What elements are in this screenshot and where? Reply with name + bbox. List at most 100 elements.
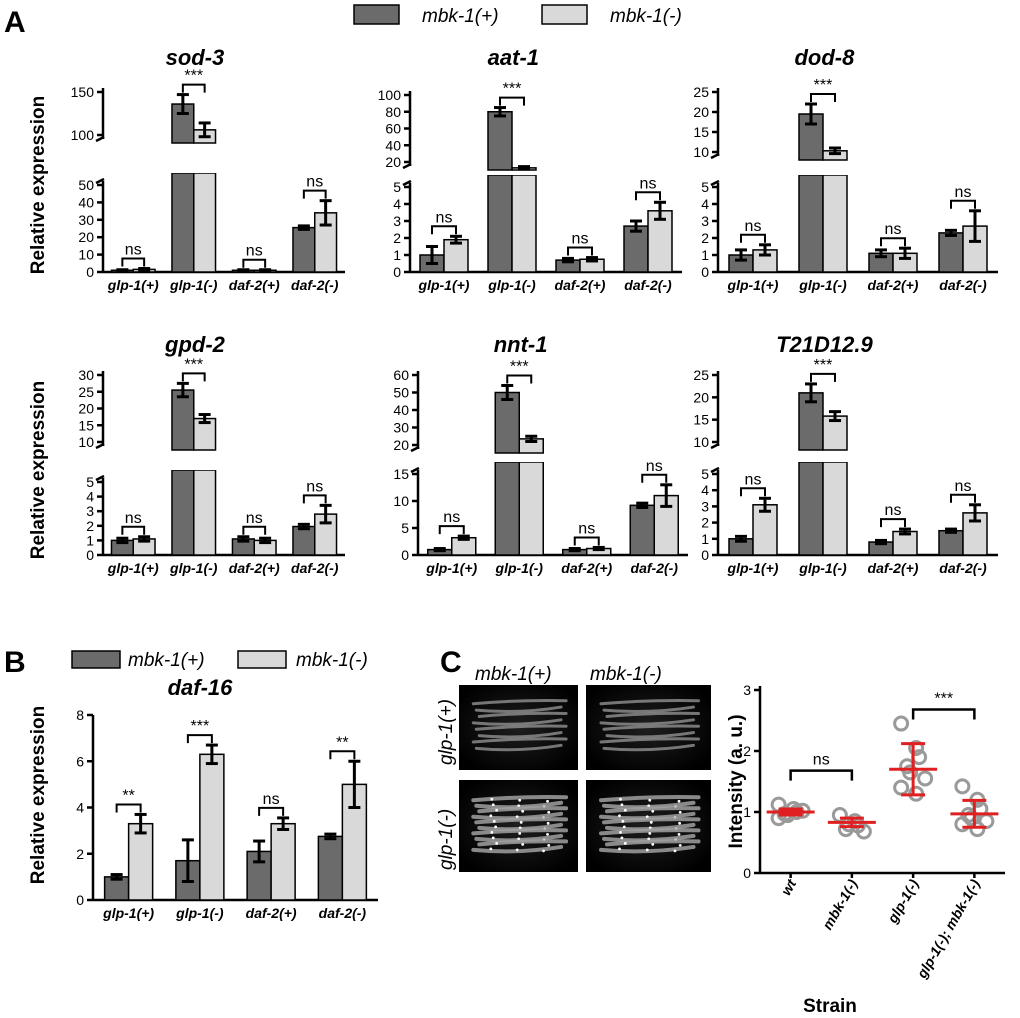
worm: [605, 839, 701, 847]
significance-bracket: [121, 257, 146, 267]
significance-label: ns: [646, 458, 663, 475]
bar-break-gap: [510, 172, 538, 175]
data-point: [954, 778, 971, 795]
significance-bracket: [880, 237, 906, 247]
axis-break-mark: [402, 162, 412, 170]
axis-break-mark: [410, 445, 420, 453]
fluorescent-spot: [678, 844, 682, 847]
y-tick-label: 10: [693, 144, 709, 160]
bar-break-gap: [821, 452, 849, 462]
fluorescent-spot: [678, 821, 681, 825]
legend-swatch-plus: [353, 4, 400, 25]
significance-label: ***: [503, 81, 522, 98]
significance-bracket: [258, 806, 285, 816]
significance-bracket: [810, 93, 836, 102]
significance-bracket: [181, 83, 206, 93]
significance-label: ns: [813, 752, 830, 769]
bar: [171, 469, 195, 556]
y-tick-label: 2: [76, 846, 84, 862]
y-tick-label: 5: [701, 466, 709, 482]
significance-bracket: [302, 494, 327, 504]
x-tick-label: daf-2(-): [631, 560, 679, 576]
fluorescent-spot: [495, 842, 499, 845]
x-tick-label: glp-1(-); mbk-1(-): [913, 876, 983, 981]
x-tick-label: wt: [778, 875, 800, 898]
y-tick-label: 5: [401, 520, 409, 536]
axis-break-mark: [95, 177, 105, 185]
x-tick-label: glp-1(+): [727, 277, 779, 293]
panel-a-charts: sod-301020304050100150glp-1(+)nsglp-1(-)…: [71, 45, 998, 576]
img-row-label-plus: glp-1(+): [436, 699, 457, 765]
bar: [127, 822, 154, 901]
y-tick-label: 30: [78, 367, 94, 383]
y-tick-label: 30: [78, 212, 94, 228]
y-tick-label: 0: [393, 264, 401, 280]
legend-b-swatch-minus: [237, 650, 287, 669]
y-tick-label: 5: [86, 474, 94, 490]
bar: [938, 529, 964, 556]
worm: [477, 839, 569, 847]
chart-title: T21D12.9: [776, 332, 873, 357]
fluorescent-spot: [622, 825, 626, 829]
y-tick-label: 0: [86, 264, 94, 280]
worm: [474, 705, 563, 714]
fluorescent-spot: [521, 843, 525, 846]
axis-break-mark: [710, 442, 720, 450]
data-point: [969, 821, 986, 838]
significance-bracket: [740, 487, 766, 497]
y-tick-label: 10: [693, 434, 709, 450]
fluorescent-spot: [648, 826, 652, 830]
y-tick-label: 50: [78, 177, 94, 193]
fluorescent-spot: [518, 826, 522, 830]
fluorescent-spot: [490, 830, 494, 834]
significance-label: ns: [572, 231, 589, 248]
bar: [443, 238, 469, 273]
x-tick-label: mbk-1(-): [819, 876, 861, 932]
panel-label-c: C: [440, 646, 462, 679]
x-tick-label: glp-1(-): [495, 560, 544, 576]
x-tick-label: daf-2(-): [624, 277, 672, 293]
significance-label: ns: [885, 502, 902, 519]
fluorescent-spot: [492, 819, 496, 823]
x-tick-label: glp-1(+): [107, 560, 159, 576]
chart-title: dod-8: [794, 45, 855, 70]
worm-image: [586, 780, 711, 872]
y-tick-label: 50: [393, 385, 409, 401]
worm-image: [586, 685, 711, 770]
significance-bracket: [635, 191, 661, 201]
fluorescent-spot: [623, 808, 627, 812]
y-tick-label: 40: [385, 137, 401, 153]
worm: [477, 711, 568, 718]
y-tick-label: 100: [378, 87, 402, 103]
data-point: [893, 715, 910, 732]
y-tick-label: 3: [701, 213, 709, 229]
worm: [599, 699, 700, 706]
significance-bracket: [911, 708, 976, 720]
fluorescent-spot: [645, 815, 649, 819]
significance-label: ns: [640, 175, 657, 192]
ylabel-row1: Relative expression: [28, 96, 49, 274]
legend-label-minus: mbk-1(-): [610, 6, 682, 27]
y-tick-label: 25: [78, 384, 94, 400]
significance-label: ns: [246, 243, 263, 260]
significance-label: ns: [955, 478, 972, 495]
fluorescent-spot: [623, 842, 627, 845]
bar: [494, 461, 520, 556]
significance-label: ***: [191, 718, 210, 735]
legend-b-swatch-plus: [71, 650, 121, 669]
axis-break-mark: [710, 466, 720, 474]
y-tick-label: 2: [393, 230, 401, 246]
significance-label: **: [336, 734, 348, 751]
significance-label: ns: [306, 478, 323, 495]
significance-label: ns: [745, 471, 762, 488]
panel-label-a: A: [4, 6, 26, 39]
y-tick-label: 3: [701, 498, 709, 514]
fluorescent-spot: [546, 821, 550, 825]
significance-bracket: [567, 246, 593, 256]
fluorescent-spot: [515, 848, 519, 852]
y-tick-label: 5: [701, 179, 709, 195]
significance-bracket: [431, 225, 457, 235]
x-tick-label: glp-1(-): [798, 277, 847, 293]
y-tick-label: 80: [385, 104, 401, 120]
